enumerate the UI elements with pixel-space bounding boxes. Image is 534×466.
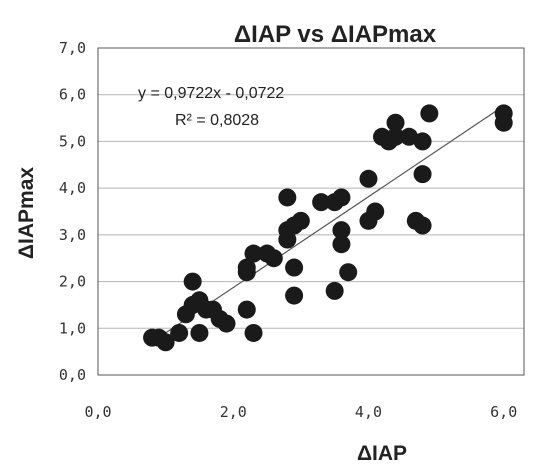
data-point <box>413 132 432 151</box>
data-point <box>264 249 283 268</box>
trendline-layer <box>158 105 505 338</box>
data-point <box>400 127 419 146</box>
data-point <box>325 281 344 300</box>
data-point <box>413 216 432 235</box>
data-point <box>285 258 304 277</box>
plot-frame <box>97 47 525 376</box>
data-point <box>332 221 351 240</box>
data-point <box>190 323 209 342</box>
y-tick-label: 2,0 <box>59 273 86 291</box>
data-point <box>183 272 202 291</box>
y-tick-label: 5,0 <box>59 132 86 150</box>
data-point <box>494 113 513 132</box>
chart-title: ΔIAP vs ΔIAPmax <box>234 21 437 48</box>
x-tick-label: 6,0 <box>490 403 517 421</box>
trendline-r-squared: R² = 0,8028 <box>175 112 259 129</box>
data-point <box>237 300 256 319</box>
y-tick-label: 3,0 <box>59 226 86 244</box>
grid-lines <box>97 47 525 376</box>
data-point <box>291 211 310 230</box>
data-point <box>386 113 405 132</box>
data-point <box>366 202 385 221</box>
data-point <box>413 165 432 184</box>
data-point <box>359 169 378 188</box>
x-tick-label: 2,0 <box>220 403 247 421</box>
data-point <box>278 230 297 249</box>
data-point <box>420 104 439 123</box>
x-tick-label: 4,0 <box>355 403 382 421</box>
data-point <box>339 263 358 282</box>
y-tick-label: 7,0 <box>59 39 86 57</box>
trendline-equation: y = 0,9722x - 0,0722 <box>138 85 284 102</box>
y-tick-label: 4,0 <box>59 179 86 197</box>
data-point <box>332 188 351 207</box>
data-points <box>143 104 513 352</box>
x-axis-title: ΔIAP <box>357 442 407 465</box>
data-point <box>244 323 263 342</box>
data-point <box>285 286 304 305</box>
y-tick-label: 1,0 <box>59 319 86 337</box>
y-axis-title: ΔIAPmax <box>15 167 38 259</box>
data-point <box>312 193 331 212</box>
data-point <box>244 244 263 263</box>
y-tick-label: 6,0 <box>59 86 86 104</box>
tick-labels: 0,0 1,0 2,0 3,0 4,0 5,0 6,0 7,0 0,0 2,0 4,0 6,0 <box>59 39 517 421</box>
data-point <box>386 127 405 146</box>
data-point <box>156 333 175 352</box>
data-point <box>237 258 256 277</box>
data-point <box>278 188 297 207</box>
x-tick-label: 0,0 <box>84 403 111 421</box>
trendline <box>158 105 505 338</box>
y-tick-label: 0,0 <box>59 366 86 384</box>
data-point <box>217 314 236 333</box>
data-point <box>170 323 189 342</box>
data-point <box>332 235 351 254</box>
